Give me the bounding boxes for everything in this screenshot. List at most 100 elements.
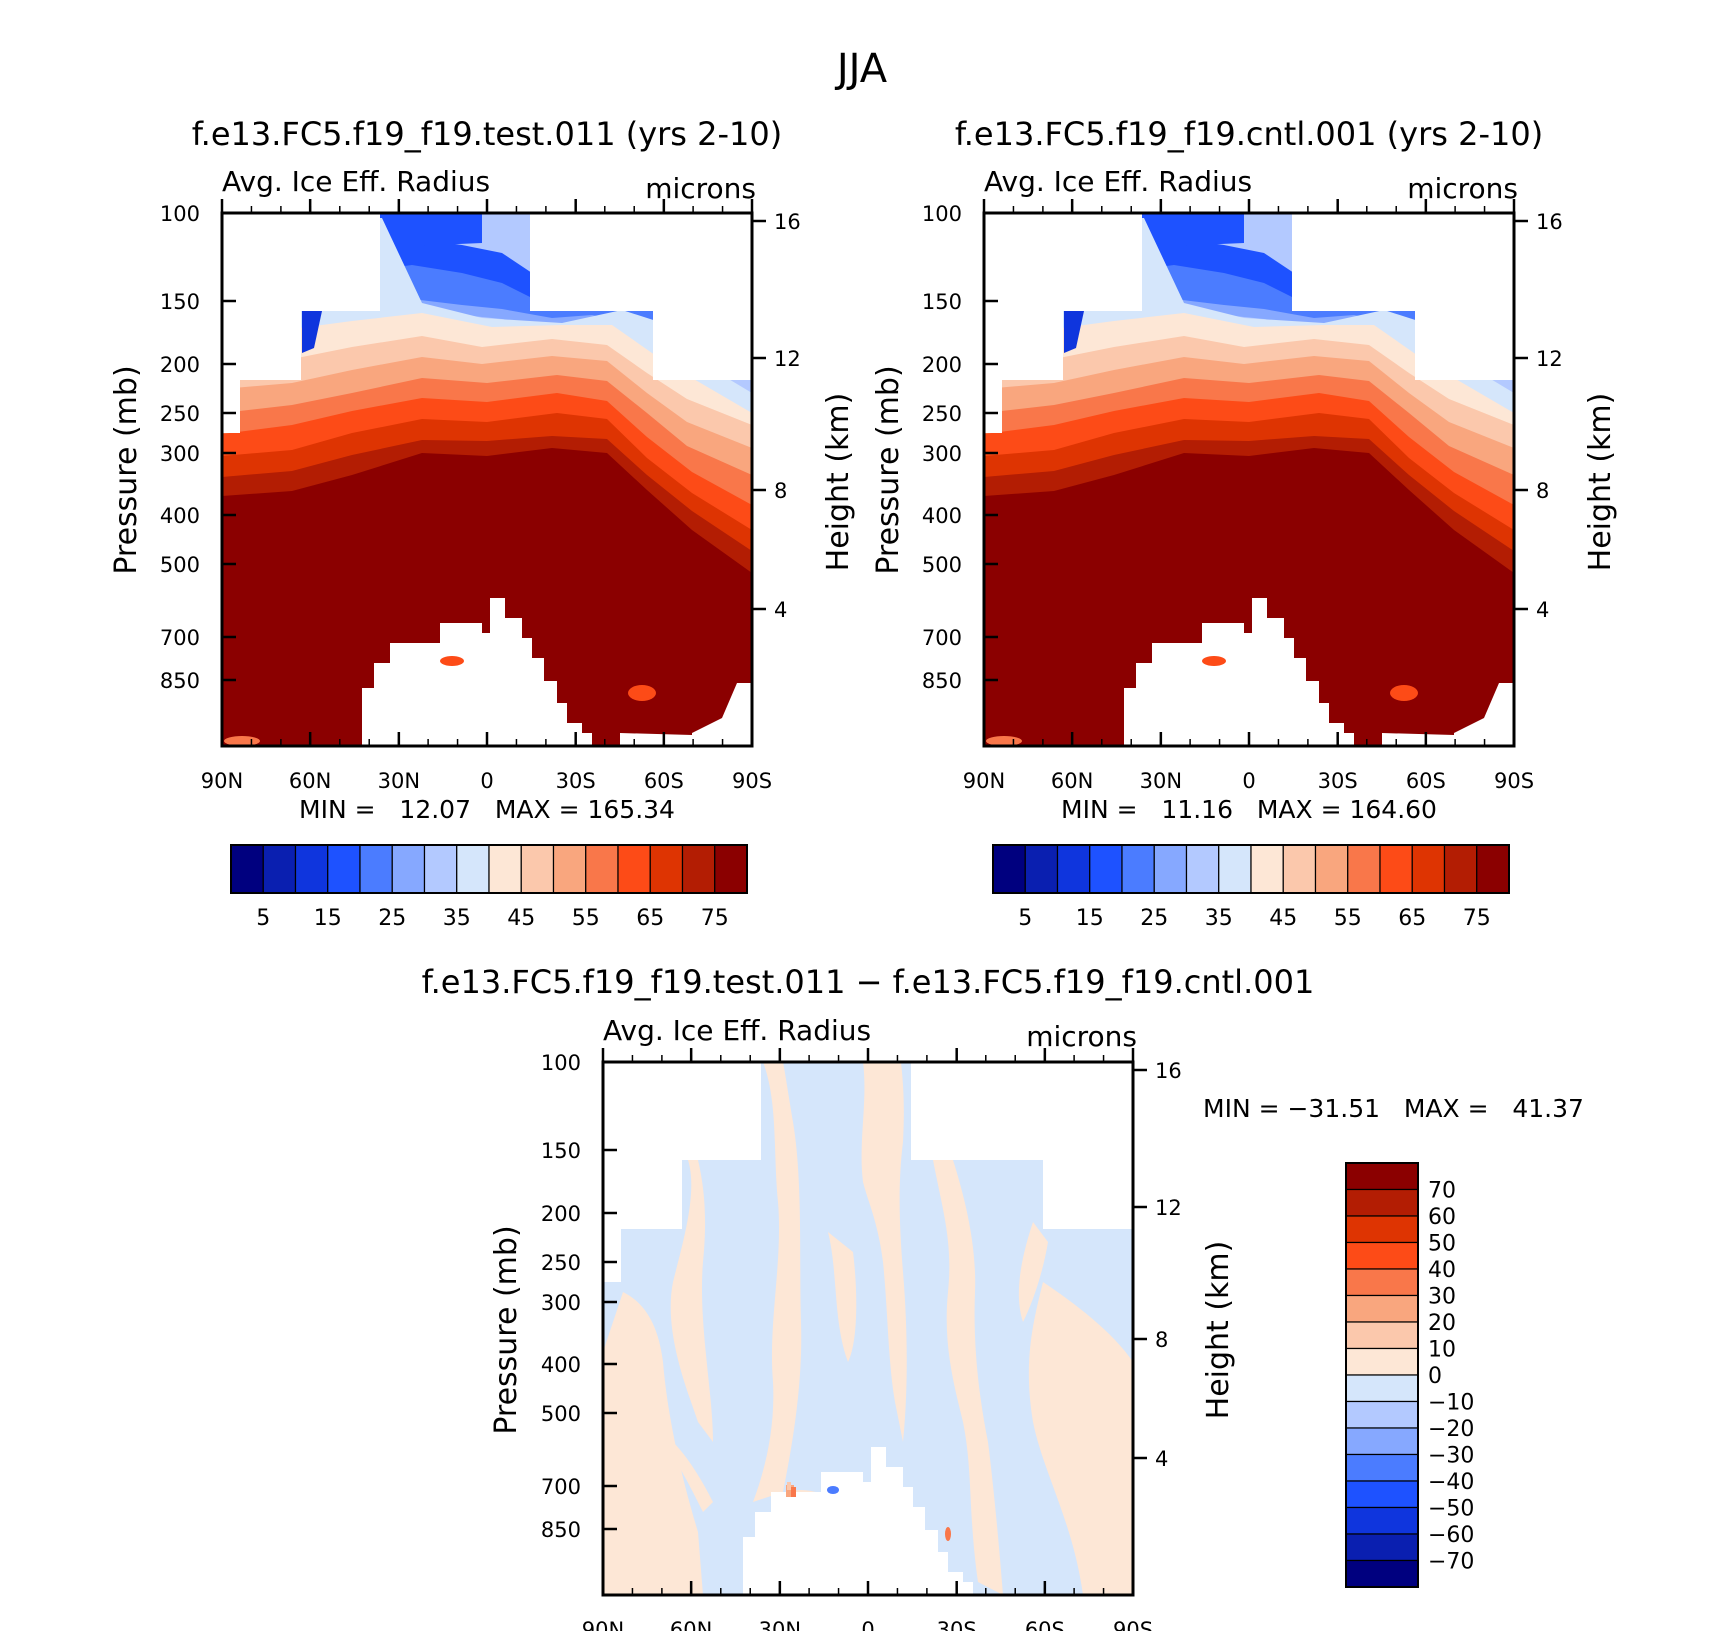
colorbar-label: 15 xyxy=(1076,906,1104,931)
contour-band xyxy=(603,1292,703,1595)
colorbar-box xyxy=(1056,844,1091,894)
y2-tick-label: 8 xyxy=(1155,1328,1168,1352)
contour-band xyxy=(791,1487,796,1497)
colorbar: 5 15 25 35 45 55 65 75 xyxy=(992,844,1510,931)
y-tick-label: 700 xyxy=(922,626,962,650)
colorbar-box xyxy=(230,844,264,894)
contour-band xyxy=(984,448,1514,746)
x-tick-label: 60S xyxy=(1406,769,1446,793)
colorbar-box xyxy=(681,844,716,894)
y-tick-label: 300 xyxy=(922,442,962,466)
x-tick-label: 90N xyxy=(963,769,1005,793)
colorbar-box xyxy=(1345,1241,1419,1270)
x-tick-label: 90N xyxy=(582,1618,624,1631)
colorbar-label: 15 xyxy=(314,906,342,931)
colorbar-box xyxy=(1024,844,1059,894)
y-tick-label: 100 xyxy=(922,202,962,226)
contour-band xyxy=(628,685,656,701)
colorbar-label: −40 xyxy=(1428,1470,1474,1495)
variable-label: Avg. Ice Eff. Radius xyxy=(222,165,490,198)
colorbar-box xyxy=(1282,844,1317,894)
colorbar-box xyxy=(1345,1374,1419,1403)
y2-tick-label: 16 xyxy=(774,210,801,234)
x-tick-label: 60S xyxy=(1025,1618,1065,1631)
missing-region xyxy=(222,213,380,433)
colorbar-label: 50 xyxy=(1428,1232,1456,1257)
x-tick-label: 60S xyxy=(644,769,684,793)
colorbar-label: 70 xyxy=(1428,1179,1456,1204)
colorbar-frame xyxy=(992,844,1510,894)
colorbar-box xyxy=(1345,1162,1419,1191)
colorbar-box xyxy=(1411,844,1446,894)
contour-band xyxy=(302,311,322,353)
y-tick-label: 400 xyxy=(922,504,962,528)
colorbar-box xyxy=(423,844,458,894)
colorbar-box xyxy=(1345,1427,1419,1456)
colorbar-frame xyxy=(230,844,748,894)
colorbar-label: 40 xyxy=(1428,1258,1456,1283)
colorbar-label: 35 xyxy=(443,906,471,931)
contour-band xyxy=(786,1485,794,1497)
y-tick-label: 250 xyxy=(160,402,200,426)
colorbar-label: 0 xyxy=(1428,1364,1442,1389)
x-tick-label: 0 xyxy=(480,769,493,793)
x-tick-label: 30N xyxy=(1140,769,1182,793)
colorbar-frame xyxy=(1345,1162,1419,1588)
y-tick-label: 200 xyxy=(160,353,200,377)
missing-region xyxy=(1382,733,1454,746)
contour-band xyxy=(753,1062,802,1502)
colorbar-label: 45 xyxy=(507,906,535,931)
y-tick-label: 250 xyxy=(541,1251,581,1275)
y2-axis-label: Height (km) xyxy=(1583,393,1618,572)
y-tick-label: 850 xyxy=(922,669,962,693)
colorbar-box xyxy=(1345,1268,1419,1297)
y-tick-label: 500 xyxy=(541,1402,581,1426)
colorbar-label: 45 xyxy=(1269,906,1297,931)
colorbar-box xyxy=(1345,1400,1419,1429)
y2-tick-label: 12 xyxy=(774,347,801,371)
colorbar-box xyxy=(1345,1506,1419,1535)
y-tick-label: 500 xyxy=(160,553,200,577)
colorbar-box xyxy=(1250,844,1284,894)
panel-title: f.e13.FC5.f19_f19.test.011 (yrs 2-10) xyxy=(192,115,783,153)
colorbar-box xyxy=(1345,1294,1419,1323)
colorbar-box xyxy=(327,844,361,894)
axes: 100 150 200 250 300 400 500 700 850 16 12 8 4 90N 60N 3… xyxy=(541,1048,1182,1631)
y2-tick-label: 4 xyxy=(1536,598,1549,622)
missing-region xyxy=(362,598,592,746)
y-tick-label: 500 xyxy=(922,553,962,577)
y2-axis-label: Height (km) xyxy=(1201,1241,1236,1420)
colorbar-label: 75 xyxy=(701,906,729,931)
panel-control: f.e13.FC5.f19_f19.cntl.001 (yrs 2-10) Av… xyxy=(871,115,1618,931)
y2-tick-label: 8 xyxy=(774,479,787,503)
colorbar-label: −10 xyxy=(1428,1391,1474,1416)
x-tick-label: 60N xyxy=(1051,769,1093,793)
units-label: microns xyxy=(1407,172,1518,205)
x-tick-label: 0 xyxy=(861,1618,874,1631)
y2-tick-label: 12 xyxy=(1536,347,1563,371)
colorbar-label: −50 xyxy=(1428,1497,1474,1522)
panel-test: f.e13.FC5.f19_f19.test.011 (yrs 2-10) Av… xyxy=(109,115,856,931)
y-tick-label: 700 xyxy=(541,1475,581,1499)
colorbar-box xyxy=(1345,1215,1419,1244)
contour-band xyxy=(670,1160,713,1442)
colorbar-box xyxy=(585,844,619,894)
y2-tick-label: 4 xyxy=(774,598,787,622)
contour-band xyxy=(663,1442,713,1512)
contour-band xyxy=(787,1482,791,1490)
contour-band xyxy=(1028,1282,1133,1595)
colorbar-label: 25 xyxy=(378,906,406,931)
y2-tick-label: 12 xyxy=(1155,1196,1182,1220)
contour-band xyxy=(1390,685,1418,701)
y-tick-label: 400 xyxy=(541,1353,581,1377)
y-tick-label: 400 xyxy=(160,504,200,528)
colorbar-label: −60 xyxy=(1428,1523,1474,1548)
y-tick-label: 100 xyxy=(160,202,200,226)
colorbar-box xyxy=(1153,844,1188,894)
units-label: microns xyxy=(1026,1020,1137,1053)
units-label: microns xyxy=(645,172,756,205)
colorbar-box xyxy=(1345,1480,1419,1509)
colorbar-box xyxy=(552,844,587,894)
y-tick-label: 100 xyxy=(541,1051,581,1075)
x-tick-label: 30S xyxy=(1318,769,1358,793)
